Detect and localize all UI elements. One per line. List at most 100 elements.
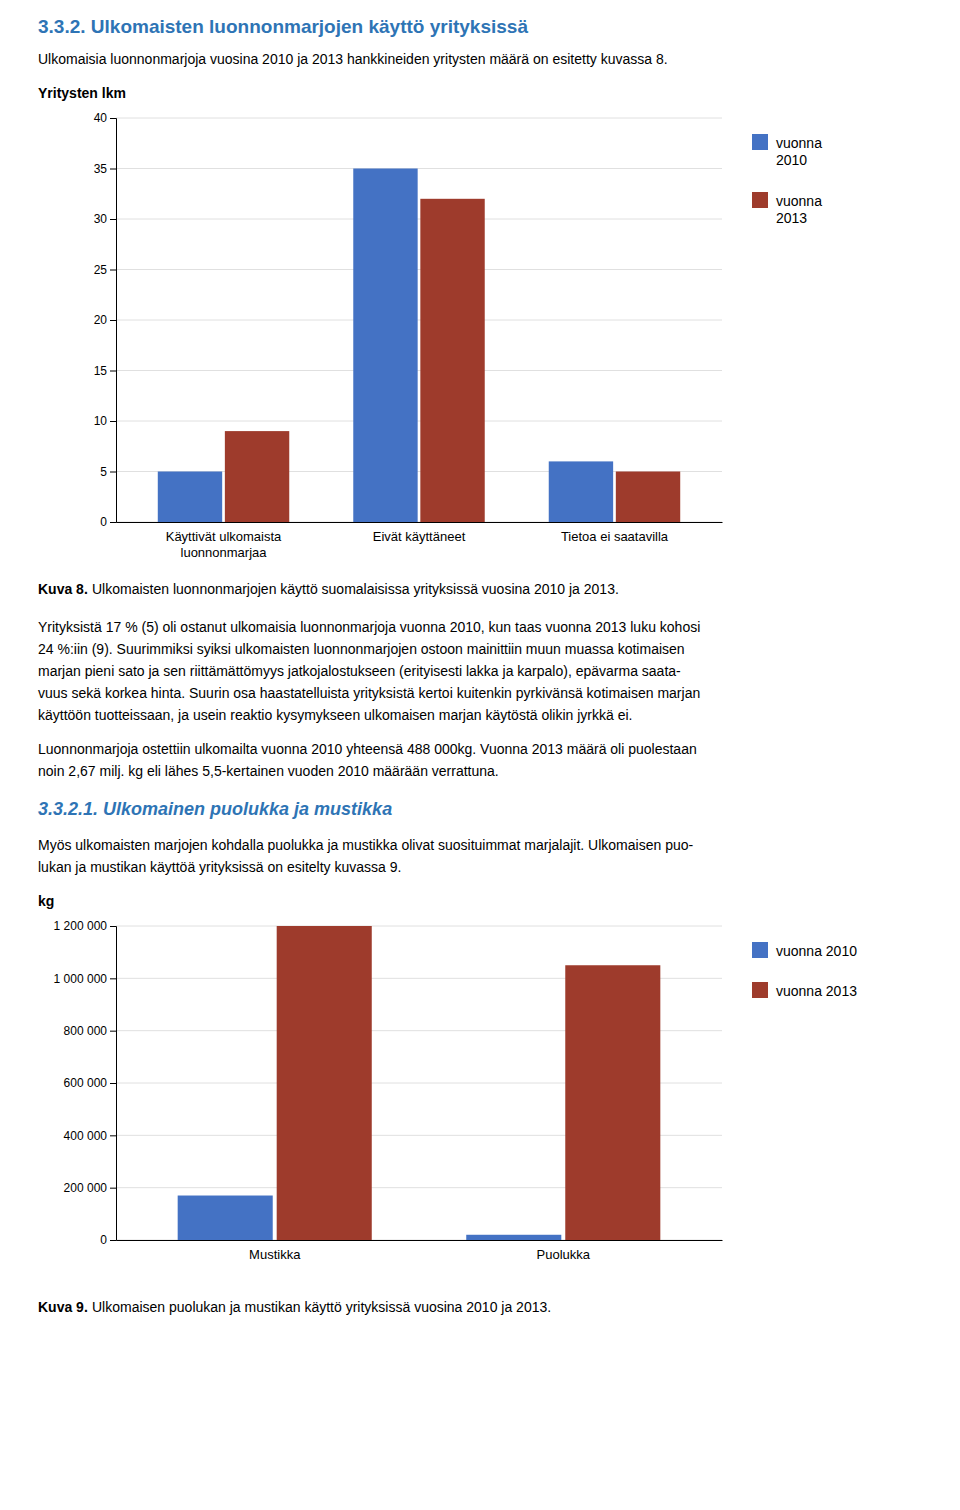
y-tick-label: 35 bbox=[94, 162, 108, 176]
chart: 0200 000400 000600 000800 0001 000 0001 … bbox=[38, 912, 922, 1292]
legend-label-line: vuonna 2013 bbox=[776, 983, 857, 999]
legend-label-line: 2013 bbox=[776, 210, 807, 226]
legend-item: vuonna 2010 bbox=[752, 942, 857, 959]
bar bbox=[420, 199, 484, 522]
legend-label-line: vuonna bbox=[776, 135, 822, 151]
y-tick: 200 000 bbox=[64, 1181, 116, 1195]
heading: 3.3.2. Ulkomaisten luonnonmarjojen käytt… bbox=[38, 14, 922, 40]
x-tick: Eivät käyttäneet bbox=[373, 522, 466, 544]
caption-label: Kuva 8. bbox=[38, 581, 88, 597]
body-text-line: vuus sekä korkea hinta. Suurin osa haast… bbox=[38, 682, 922, 704]
y-tick-mark bbox=[110, 421, 116, 422]
y-tick-label: 10 bbox=[94, 414, 108, 428]
y-tick-mark bbox=[110, 1135, 116, 1136]
legend-swatch bbox=[752, 134, 768, 150]
grid-line bbox=[116, 118, 722, 119]
y-tick-label: 200 000 bbox=[64, 1181, 108, 1195]
grid-line bbox=[116, 168, 722, 169]
body-text-line: Yrityksistä 17 % (5) oli ostanut ulkomai… bbox=[38, 616, 922, 638]
section-intro-block: Myös ulkomaisten marjojen kohdalla puolu… bbox=[38, 834, 922, 878]
x-tick: Puolukka bbox=[537, 1240, 591, 1262]
series bbox=[158, 169, 613, 523]
y-axis-line bbox=[110, 119, 117, 523]
caption-text: Ulkomaisen puolukan ja mustikan käyttö y… bbox=[92, 1299, 551, 1315]
grid-line bbox=[116, 269, 722, 270]
y-tick-mark bbox=[110, 169, 116, 170]
y-tick: 5 bbox=[100, 465, 116, 479]
legend-label-line: 2010 bbox=[776, 152, 807, 168]
caption: Kuva 8.Ulkomaisten luonnonmarjojen käytt… bbox=[38, 578, 922, 600]
y-tick: 35 bbox=[94, 162, 116, 176]
legend-swatch bbox=[752, 192, 768, 208]
y-tick-mark bbox=[110, 270, 116, 271]
x-tick: Käyttivät ulkomaistaluonnonmarjaa bbox=[166, 522, 282, 560]
section-intro-line: lukan ja mustikan käyttöä yrityksissä on… bbox=[38, 856, 922, 878]
x-tick-label: Puolukka bbox=[537, 1247, 591, 1262]
grid-line bbox=[116, 421, 722, 422]
legend-item: vuonna 2013 bbox=[752, 982, 857, 999]
bar bbox=[565, 965, 660, 1240]
y-tick: 600 000 bbox=[64, 1076, 116, 1090]
body-text-line: 24 %:iin (9). Suurimmiksi syiksi ulkomai… bbox=[38, 638, 922, 660]
body-text-line: marjan pieni sato ja sen riittämättömyys… bbox=[38, 660, 922, 682]
y-axis-title: kg bbox=[38, 890, 922, 912]
x-axis-line bbox=[117, 522, 723, 523]
y-tick: 30 bbox=[94, 212, 116, 226]
y-tick-label: 5 bbox=[100, 465, 107, 479]
bar bbox=[549, 461, 613, 522]
bar bbox=[178, 1196, 273, 1240]
legend-swatch bbox=[752, 982, 768, 998]
plot: 0200 000400 000600 000800 0001 000 0001 … bbox=[54, 919, 723, 1262]
legend: vuonna 2010 vuonna 2013 bbox=[752, 942, 857, 999]
y-tick: 0 bbox=[100, 1233, 116, 1247]
x-axis: Mustikka Puolukka bbox=[117, 1240, 723, 1262]
legend-item: vuonna2010 bbox=[752, 134, 822, 168]
series bbox=[225, 199, 680, 522]
grid bbox=[116, 926, 722, 1240]
y-axis: 0200 000400 000600 000800 0001 000 0001 … bbox=[54, 919, 117, 1247]
bar bbox=[466, 1235, 561, 1240]
body-text-2-line: noin 2,67 milj. kg eli lähes 5,5-kertain… bbox=[38, 760, 922, 782]
x-tick-label-line: Tietoa ei saatavilla bbox=[561, 529, 669, 544]
x-tick-label-line: Käyttivät ulkomaista bbox=[166, 529, 282, 544]
x-tick: Mustikka bbox=[249, 1240, 301, 1262]
body-text-block: Yrityksistä 17 % (5) oli ostanut ulkomai… bbox=[38, 616, 922, 726]
x-axis-line bbox=[117, 1240, 723, 1241]
legend: vuonna2010vuonna2013 bbox=[752, 134, 822, 226]
y-axis-title: Yritysten lkm bbox=[38, 82, 922, 104]
legend-swatch bbox=[752, 942, 768, 958]
bars bbox=[178, 926, 661, 1240]
y-tick-mark bbox=[110, 522, 116, 523]
y-tick: 1 200 000 bbox=[54, 919, 116, 933]
bar bbox=[616, 472, 680, 523]
grid-line bbox=[116, 219, 722, 220]
plot: 0510152025303540Käyttivät ulkomaistaluon… bbox=[94, 111, 723, 559]
x-tick-label: Käyttivät ulkomaistaluonnonmarjaa bbox=[166, 529, 282, 560]
y-tick-mark bbox=[110, 219, 116, 220]
y-tick-mark bbox=[110, 472, 116, 473]
y-tick: 10 bbox=[94, 414, 116, 428]
y-tick: 1 000 000 bbox=[54, 972, 116, 986]
y-tick-label: 1 000 000 bbox=[54, 972, 108, 986]
y-tick-label: 20 bbox=[94, 313, 108, 327]
bar bbox=[158, 472, 222, 523]
x-tick-label-line: Mustikka bbox=[249, 1247, 301, 1262]
legend-label: vuonna 2013 bbox=[776, 983, 857, 999]
series bbox=[277, 926, 661, 1240]
caption-label: Kuva 9. bbox=[38, 1299, 88, 1315]
body-text-2-line: Luonnonmarjoja ostettiin ulkomailta vuon… bbox=[38, 738, 922, 760]
y-tick: 40 bbox=[94, 111, 116, 125]
y-tick-mark bbox=[110, 1240, 116, 1241]
x-tick-label: Eivät käyttäneet bbox=[373, 529, 466, 544]
x-tick: Tietoa ei saatavilla bbox=[561, 522, 669, 544]
y-tick-mark bbox=[110, 118, 116, 119]
y-tick-mark bbox=[110, 1083, 116, 1084]
bars bbox=[158, 169, 680, 523]
y-axis-line bbox=[110, 927, 117, 1241]
legend-item: vuonna2013 bbox=[752, 192, 822, 226]
y-tick-mark bbox=[110, 371, 116, 372]
y-tick-mark bbox=[110, 1031, 116, 1032]
grid-line bbox=[116, 320, 722, 321]
y-tick-label: 800 000 bbox=[64, 1024, 108, 1038]
y-tick: 25 bbox=[94, 263, 116, 277]
